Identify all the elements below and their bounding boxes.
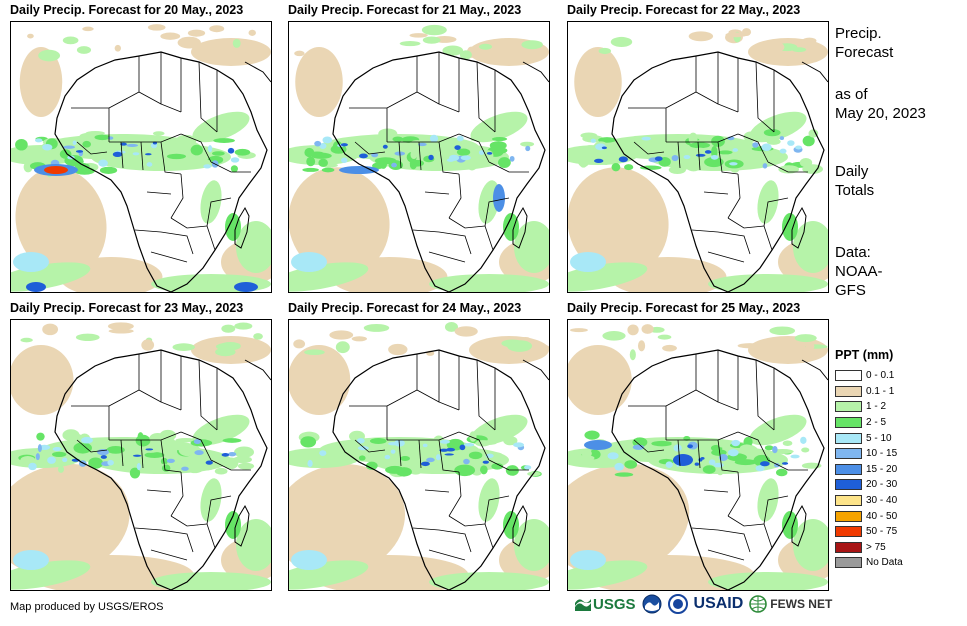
legend: 0 - 0.1 0.1 - 1 1 - 2 2 - 5 5 - 10 10 - 15 15 … [835,368,903,571]
legend-label: 10 - 15 [866,448,898,460]
usaid-logo-text: USAID [693,595,744,612]
legend-label: 0 - 0.1 [866,370,895,382]
noaa-logo [642,594,662,614]
legend-label: No Data [866,557,903,569]
africa-map-svg [568,324,828,590]
credit-text: Map produced by USGS/EROS [10,601,164,613]
panel-title: Daily Precip. Forecast for 24 May., 2023 [288,301,522,315]
legend-swatch [835,448,862,460]
doi-seal-logo [667,594,688,614]
as-of-value: May 20, 2023 [835,105,926,122]
legend-label: 5 - 10 [866,432,892,444]
legend-swatch [835,417,862,429]
legend-item: 0.1 - 1 [835,384,903,400]
legend-label: 0.1 - 1 [866,385,895,397]
panel-title: Daily Precip. Forecast for 22 May., 2023 [567,3,801,17]
panel-title: Daily Precip. Forecast for 21 May., 2023 [288,3,522,17]
legend-swatch [835,526,862,538]
usgs-logo-text: USGS [593,595,636,613]
africa-map-svg [568,28,828,292]
as-of-label: as of [835,86,868,103]
legend-label: 1 - 2 [866,401,887,413]
legend-item: > 75 [835,540,903,556]
seal-icon [667,594,688,614]
panel-title: Daily Precip. Forecast for 25 May., 2023 [567,301,801,315]
legend-title: PPT (mm) [835,348,894,362]
legend-swatch [835,370,862,382]
data-source-line: NOAA- [835,263,883,280]
fewsnet-logo: FEWS NET [749,595,832,613]
legend-item: 5 - 10 [835,430,903,446]
legend-swatch [835,385,862,397]
legend-label: 15 - 20 [866,463,898,475]
legend-label: > 75 [866,541,886,553]
legend-item: 1 - 2 [835,399,903,415]
legend-swatch [835,401,862,413]
data-source-line: GFS [835,282,866,299]
africa-map-svg [289,24,549,292]
data-source-line: Data: [835,244,871,261]
fewsnet-logo-text: FEWS NET [770,597,833,611]
as-of-date: as of May 20, 2023 [835,85,926,123]
legend-item: 20 - 30 [835,477,903,493]
legend-swatch [835,463,862,475]
product-title-line: Forecast [835,44,894,61]
precip-map [10,21,272,293]
legend-label: 30 - 40 [866,495,898,507]
legend-item: 15 - 20 [835,462,903,478]
precip-map [567,21,829,293]
totals-note: Daily Totals [835,162,874,200]
precip-map [567,319,829,591]
legend-item: 2 - 5 [835,415,903,431]
legend-swatch [835,495,862,507]
legend-label: 2 - 5 [866,417,887,429]
precip-map [288,21,550,293]
legend-item: 30 - 40 [835,493,903,509]
usgs-wave-icon [575,599,591,611]
data-source: Data: NOAA- GFS [835,243,883,300]
legend-item: 50 - 75 [835,524,903,540]
legend-item: No Data [835,555,903,571]
precip-map [10,319,272,591]
legend-item: 40 - 50 [835,508,903,524]
totals-line: Daily [835,163,869,180]
legend-swatch [835,510,862,522]
legend-label: 50 - 75 [866,526,898,538]
africa-map-svg [11,322,271,590]
legend-swatch [835,541,862,553]
legend-swatch [835,432,862,444]
totals-line: Totals [835,182,875,199]
noaa-emblem-icon [642,594,662,614]
africa-map-svg [289,322,549,590]
legend-swatch [835,557,862,569]
legend-item: 10 - 15 [835,446,903,462]
panel-title: Daily Precip. Forecast for 23 May., 2023 [10,301,244,315]
legend-label: 40 - 50 [866,510,898,522]
africa-map-svg [11,24,271,292]
product-title: Precip. Forecast [835,24,893,62]
legend-label: 20 - 30 [866,479,898,491]
usaid-logo: USAID [694,595,744,613]
usgs-logo: USGS [575,596,636,613]
legend-swatch [835,479,862,491]
globe-icon [749,595,768,613]
precip-map [288,319,550,591]
product-title-line: Precip. [835,25,882,42]
panel-title: Daily Precip. Forecast for 20 May., 2023 [10,3,244,17]
legend-item: 0 - 0.1 [835,368,903,384]
logo-strip: USGS USAID FEWS NET [575,594,838,614]
